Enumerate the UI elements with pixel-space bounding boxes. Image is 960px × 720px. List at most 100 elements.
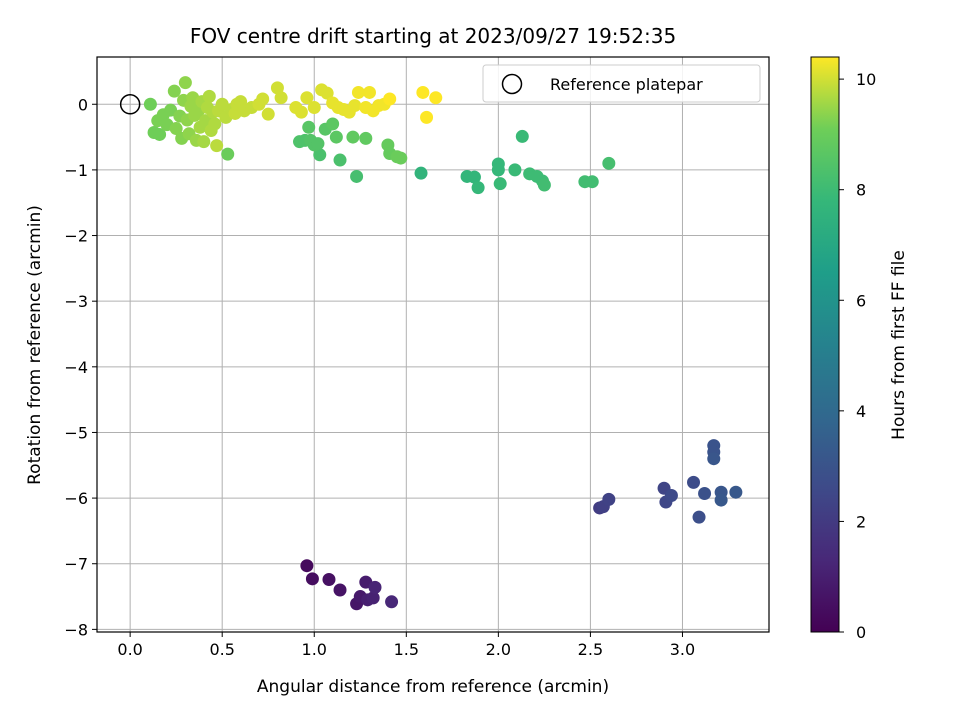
data-point — [508, 163, 522, 177]
data-point — [602, 492, 616, 506]
data-point — [300, 91, 314, 105]
data-point — [368, 580, 382, 594]
data-point — [326, 117, 340, 131]
data-point — [270, 81, 284, 95]
data-point — [167, 84, 181, 98]
colorbar-tick-label: 6 — [856, 291, 866, 310]
colorbar — [811, 57, 839, 632]
x-tick-label: 0.5 — [209, 640, 234, 659]
x-axis-label: Angular distance from reference (arcmin) — [257, 677, 609, 697]
data-point — [714, 493, 728, 507]
data-point — [491, 163, 505, 177]
data-point — [692, 510, 706, 524]
colorbar-ticks: 0 2 4 6 8 10 — [839, 70, 876, 642]
data-point — [256, 92, 270, 106]
colorbar-label: Hours from first FF file — [889, 250, 909, 440]
data-point — [366, 591, 380, 605]
data-point — [385, 595, 399, 609]
y-tick-label: −3 — [64, 292, 88, 311]
y-tick-label: −4 — [64, 358, 88, 377]
data-point — [471, 181, 485, 195]
data-point — [300, 559, 314, 573]
data-point — [169, 122, 183, 136]
data-point — [311, 137, 325, 151]
legend-marker — [501, 73, 523, 95]
data-point — [153, 127, 167, 141]
data-point — [197, 135, 211, 149]
legend: Reference platepar — [482, 64, 761, 103]
legend-label: Reference platepar — [550, 75, 703, 94]
y-tick-label: −7 — [64, 555, 88, 574]
x-tick-label: 0.0 — [117, 640, 142, 659]
data-point — [420, 110, 434, 124]
colorbar-tick-label: 0 — [856, 623, 866, 642]
data-point — [707, 452, 721, 466]
data-point — [210, 139, 224, 153]
colorbar-tick-label: 4 — [856, 402, 866, 421]
data-point — [143, 97, 157, 111]
y-tick-label: 0 — [78, 95, 88, 114]
data-point — [329, 130, 343, 144]
y-axis-label: Rotation from reference (arcmin) — [25, 205, 45, 485]
data-point — [274, 91, 288, 105]
x-tick-label: 2.5 — [578, 640, 603, 659]
x-tick-label: 1.5 — [394, 640, 419, 659]
data-point — [362, 85, 376, 99]
data-point — [414, 166, 428, 180]
x-tick-label: 2.0 — [486, 640, 511, 659]
data-point — [416, 85, 430, 99]
x-axis-ticks: 0.0 0.5 1.0 1.5 2.0 2.5 3.0 — [117, 632, 695, 659]
data-point — [294, 105, 308, 119]
colorbar-tick-label: 10 — [856, 70, 876, 89]
data-point — [585, 175, 599, 189]
data-point — [383, 92, 397, 106]
plot-frame — [96, 56, 770, 633]
data-point — [305, 572, 319, 586]
data-point — [351, 85, 365, 99]
data-point — [178, 76, 192, 90]
x-tick-label: 3.0 — [670, 640, 695, 659]
data-point — [350, 169, 364, 183]
data-point — [333, 583, 347, 597]
y-tick-label: −1 — [64, 161, 88, 180]
colorbar-tick-label: 8 — [856, 181, 866, 200]
data-point — [302, 120, 316, 134]
data-point — [348, 99, 362, 113]
data-point — [320, 86, 334, 100]
data-point — [493, 177, 507, 191]
data-point — [729, 485, 743, 499]
legend-box — [482, 64, 761, 103]
data-point — [261, 107, 275, 121]
data-point — [208, 117, 222, 131]
data-points — [143, 76, 743, 611]
data-point — [221, 147, 235, 161]
reference-platepar-marker — [119, 94, 141, 115]
data-point — [687, 475, 701, 489]
data-point — [429, 91, 443, 105]
data-point — [322, 572, 336, 586]
grid — [97, 57, 769, 632]
data-point — [467, 170, 481, 184]
y-axis-ticks: 0 −1 −2 −3 −4 −5 −6 −7 −8 — [64, 95, 97, 639]
data-point — [664, 488, 678, 502]
y-tick-label: −5 — [64, 423, 88, 442]
y-tick-label: −8 — [64, 620, 88, 639]
x-tick-label: 1.0 — [302, 640, 327, 659]
data-point — [313, 148, 327, 162]
data-point — [602, 156, 616, 170]
data-point — [202, 89, 216, 103]
data-point — [346, 130, 360, 144]
colorbar-tick-label: 2 — [856, 512, 866, 531]
y-tick-label: −2 — [64, 227, 88, 246]
data-point — [537, 178, 551, 192]
chart-title: FOV centre drift starting at 2023/09/27 … — [190, 24, 676, 48]
data-point — [515, 129, 529, 143]
data-point — [698, 487, 712, 501]
data-point — [359, 131, 373, 145]
colorbar-frame — [810, 56, 840, 633]
data-point — [394, 151, 408, 165]
data-point — [164, 103, 178, 117]
y-tick-label: −6 — [64, 489, 88, 508]
data-point — [307, 101, 321, 115]
